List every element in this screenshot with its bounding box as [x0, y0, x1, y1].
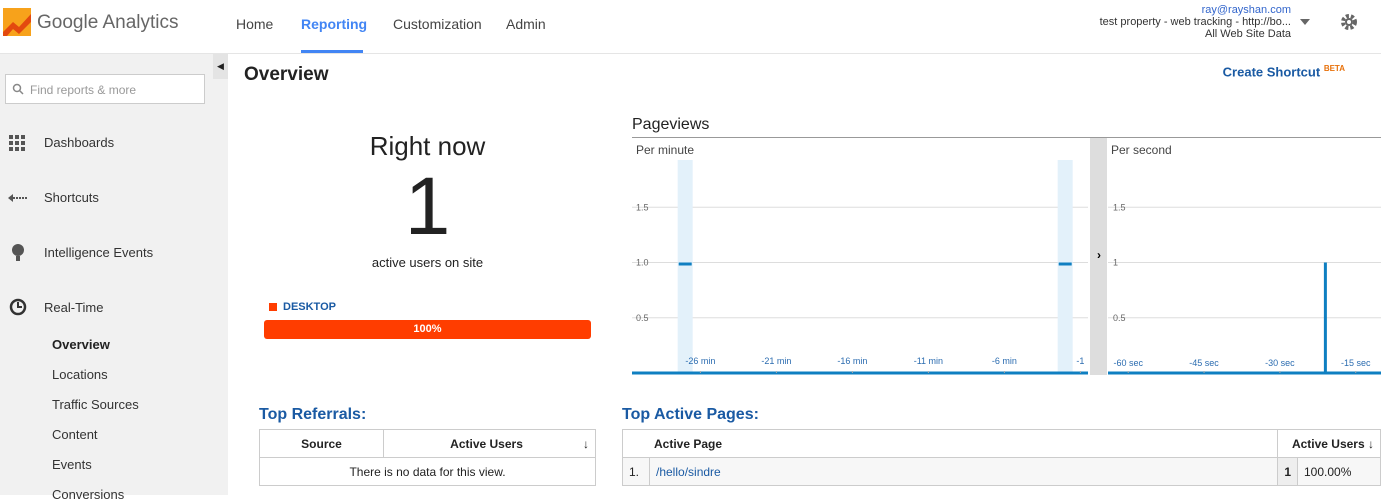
x-tick-label: -6 min: [992, 356, 1017, 366]
sidebar-item[interactable]: Shortcuts: [44, 190, 99, 205]
search-placeholder: Find reports & more: [30, 83, 137, 97]
referrals-table: Source Active Users ↓ There is no data fo…: [258, 429, 596, 486]
column-header[interactable]: Active Users ↓: [383, 429, 596, 458]
sidebar-subitem[interactable]: Content: [52, 427, 98, 442]
chart-subtitle: Per minute: [636, 143, 694, 157]
user-count: 1: [1277, 457, 1298, 486]
nav-item[interactable]: Admin: [506, 16, 546, 32]
y-tick-label: 1.0: [636, 258, 649, 268]
sidebar-item[interactable]: Dashboards: [44, 135, 115, 150]
svg-text:›: ›: [1097, 248, 1101, 262]
create-shortcut[interactable]: Create Shortcut BETA: [1223, 64, 1345, 79]
collapse-button[interactable]: ◀: [213, 54, 228, 79]
active-pages-table: Active Page Active Users ↓ 1./hello/sindr…: [621, 429, 1381, 486]
share-label: 100%: [413, 323, 442, 335]
column-header-text[interactable]: Active Users: [450, 436, 523, 451]
account-email[interactable]: ray@rayshan.com: [1201, 4, 1291, 16]
active-pages-title: Top Active Pages:: [622, 406, 759, 423]
sidebar-subitem[interactable]: Overview: [52, 337, 110, 352]
logo-text: Google Analytics: [37, 12, 179, 33]
page-link[interactable]: /hello/sindre: [648, 457, 1279, 486]
x-tick-label: -15 sec: [1341, 358, 1371, 368]
account-dropdown[interactable]: [1300, 19, 1310, 25]
dashboards-icon: [9, 135, 25, 151]
intelligence-icon: [12, 244, 24, 261]
bar: [1058, 262, 1072, 266]
bar: [678, 262, 692, 266]
x-tick-label: -11 min: [914, 356, 943, 366]
sidebar-subitem[interactable]: Events: [52, 457, 92, 472]
active-count: 1: [404, 161, 451, 252]
bar: [1323, 262, 1327, 373]
share-bar: [264, 320, 591, 339]
sidebar-item[interactable]: Real-Time: [44, 300, 104, 315]
bar-highlight: [677, 160, 693, 373]
column-header[interactable]: Source: [258, 429, 385, 458]
beta-badge: BETA: [1323, 64, 1345, 73]
pageviews-charts: › Per minute 0.5 1.0 1.5 -26 min -21 min -16 m…: [632, 137, 1381, 375]
create-shortcut-text[interactable]: Create Shortcut: [1222, 64, 1321, 80]
account-view: All Web Site Data: [1204, 28, 1291, 40]
x-tick-label: -1: [1076, 356, 1084, 366]
x-tick-label: -30 sec: [1265, 358, 1295, 368]
right-now-caption: active users on site: [371, 255, 484, 270]
search-icon: [12, 83, 24, 95]
x-tick-label: -21 min: [761, 356, 791, 366]
user-share: 100.00%: [1297, 457, 1381, 486]
account-property: test property - web tracking - http://bo…: [1099, 16, 1291, 28]
search-box[interactable]: Find reports & more: [5, 74, 205, 104]
column-header[interactable]: Active Users ↓: [1277, 429, 1381, 458]
sidebar-item[interactable]: Intelligence Events: [44, 245, 154, 260]
x-tick-label: -26 min: [685, 356, 715, 366]
nav-item[interactable]: Reporting: [301, 16, 368, 32]
header: Google Analytics Home Reporting Customizat…: [0, 0, 1381, 54]
y-tick-label: 1.5: [636, 202, 649, 212]
sidebar-subitem[interactable]: Locations: [52, 367, 108, 382]
nav-underline: [301, 50, 363, 53]
empty-message: There is no data for this view.: [259, 457, 596, 486]
shortcuts-icon: [8, 194, 28, 202]
column-header-text[interactable]: Active Users: [1291, 436, 1365, 451]
logo-icon: [3, 8, 31, 36]
x-tick-label: -45 sec: [1189, 358, 1219, 368]
row-index: 1.: [622, 457, 650, 486]
nav-item[interactable]: Home: [236, 16, 274, 32]
sidebar-subitem[interactable]: Traffic Sources: [52, 397, 139, 412]
device-swatch: [269, 303, 277, 311]
column-header[interactable]: Active Page: [621, 429, 1279, 458]
nav-item[interactable]: Customization: [393, 16, 482, 32]
right-now-heading: Right now: [369, 131, 486, 161]
sidebar: Find reports & more ◀ Dashboards Shortcut…: [0, 54, 228, 502]
x-tick-label: -60 sec: [1113, 358, 1143, 368]
pageviews-title: Pageviews: [632, 116, 710, 133]
realtime-icon: [9, 298, 27, 316]
bar-highlight: [1057, 160, 1073, 373]
y-tick-label: 0.5: [1113, 313, 1126, 323]
device-label: DESKTOP: [283, 301, 336, 313]
referrals-title: Top Referrals:: [259, 406, 367, 423]
y-tick-label: 0.5: [636, 313, 649, 323]
page-title: Overview: [244, 64, 329, 85]
share-track: 100%: [264, 320, 591, 339]
x-tick-label: -16 min: [837, 356, 867, 366]
settings-icon[interactable]: [1340, 13, 1358, 31]
chart-subtitle: Per second: [1111, 143, 1172, 157]
y-tick-label: 1: [1113, 258, 1118, 268]
y-tick-label: 1.5: [1113, 202, 1126, 212]
